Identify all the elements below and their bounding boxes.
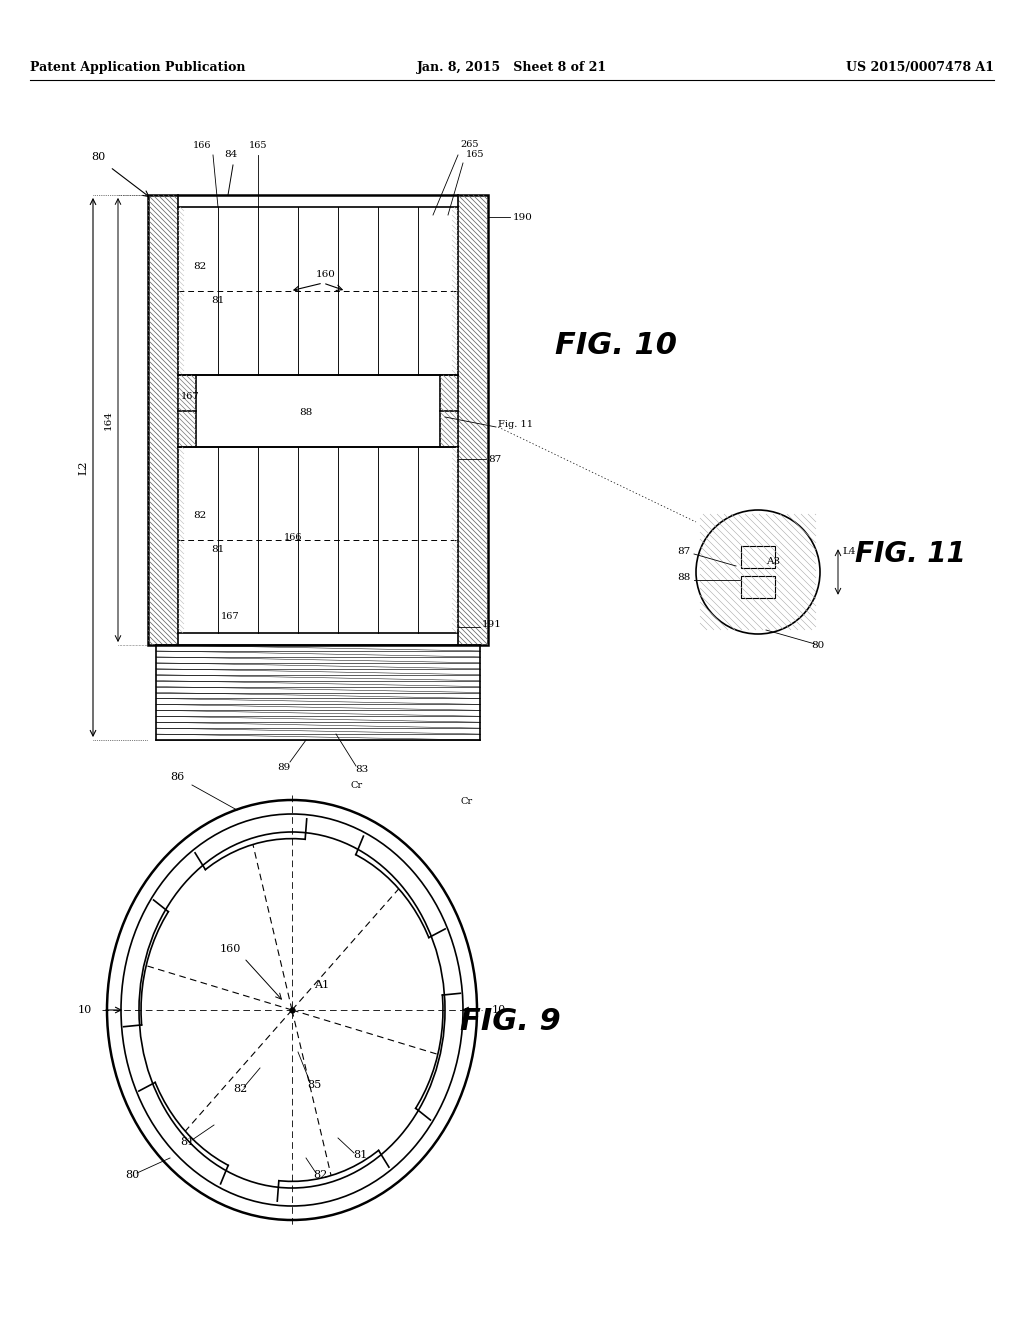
Text: 265: 265 [460,140,478,149]
Text: 165: 165 [466,150,484,158]
Text: 82: 82 [232,1084,247,1094]
Text: 166: 166 [284,533,302,543]
Text: 160: 160 [219,944,241,954]
Text: 85: 85 [307,1080,322,1090]
Text: FIG. 9: FIG. 9 [460,1007,561,1036]
Text: 190: 190 [513,213,532,222]
Circle shape [696,510,820,634]
Text: 80: 80 [125,1170,139,1180]
Text: Fig. 11: Fig. 11 [498,420,534,429]
Text: 10: 10 [78,1005,92,1015]
Text: 166: 166 [193,141,211,150]
Text: 82: 82 [194,261,207,271]
Bar [148,195,488,645]
Text: 160: 160 [316,271,336,279]
Text: FIG. 10: FIG. 10 [555,330,677,359]
Text: 82: 82 [194,511,207,520]
Text: 10: 10 [492,1005,506,1015]
Text: Patent Application Publication: Patent Application Publication [30,62,246,74]
Text: A1: A1 [314,979,329,990]
Text: 87: 87 [488,454,502,463]
Text: 88: 88 [678,573,691,582]
Bar [741,546,775,568]
Text: Cr: Cr [351,781,364,789]
Text: US 2015/0007478 A1: US 2015/0007478 A1 [846,62,994,74]
Text: 165: 165 [249,141,267,150]
Text: 80: 80 [91,152,105,162]
Text: 84: 84 [224,150,238,158]
Text: 80: 80 [811,642,824,649]
Text: L2: L2 [78,461,88,475]
Text: 82: 82 [313,1170,327,1180]
Text: 89: 89 [278,763,291,772]
Text: A3: A3 [766,557,780,566]
Text: 167: 167 [221,612,240,620]
Text: 191: 191 [482,620,502,630]
Text: FIG. 11: FIG. 11 [855,540,966,568]
Text: 87: 87 [678,546,691,556]
Text: 81: 81 [211,545,224,554]
Bar [741,576,775,598]
Text: 81: 81 [353,1150,368,1160]
Text: 83: 83 [355,766,369,774]
Text: Jan. 8, 2015   Sheet 8 of 21: Jan. 8, 2015 Sheet 8 of 21 [417,62,607,74]
Text: 86: 86 [170,772,184,781]
Text: 88: 88 [299,408,312,417]
Text: 167: 167 [180,392,200,401]
Text: 164: 164 [103,411,113,430]
Text: 81: 81 [180,1137,195,1147]
Text: L4: L4 [842,548,855,556]
Text: 81: 81 [211,296,224,305]
Text: Cr: Cr [461,797,473,807]
